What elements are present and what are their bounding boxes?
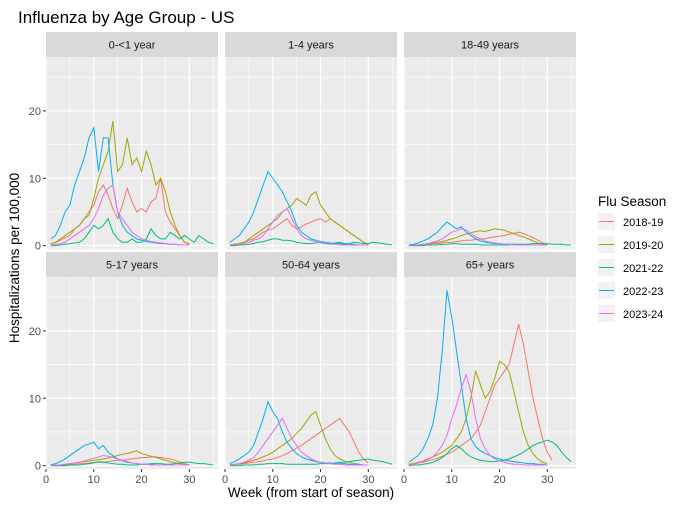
series-line-2018-19 [408,231,548,247]
y-tick-label: 20 [29,326,41,338]
series-line-2021-22 [229,238,393,247]
strip-label: 18-49 years [461,40,520,52]
series-line-2018-19 [408,324,553,465]
panel-1-4-years: 1-4 years [224,32,397,249]
legend-title: Flu Season [598,194,666,209]
series-line-2021-22 [50,217,214,247]
strip-background [46,252,218,277]
strip-background [404,252,576,277]
strip-label: 5-17 years [106,260,158,272]
panel-background [46,57,218,249]
strip-label: 50-64 years [282,260,341,272]
y-tick-label: 20 [29,106,41,118]
strip-label: 65+ years [466,260,515,272]
panel-18-49-years: 18-49 years [403,32,576,249]
x-tick-label: 0 [43,474,49,486]
legend-label: 2021-22 [623,263,663,275]
strip-label: 0-<1 year [109,40,156,52]
legend-item-2021-22: 2021-22 [598,259,663,276]
series-line-2023-24 [229,417,369,466]
chart-title: Influenza by Age Group - US [18,8,234,27]
strip-background [404,32,576,57]
x-tick-label: 10 [88,474,100,486]
x-tick-label: 20 [135,474,147,486]
y-axis-title: Hospitalizations per 100,000 [7,173,22,343]
series-line-2021-22 [50,461,214,467]
x-tick-label: 30 [541,474,553,486]
series-line-2021-22 [408,243,572,247]
x-tick-label: 30 [362,474,374,486]
facet-panels: 0-<1 year 0 10 20 1-4 years 18-49 years 5-17 y… [29,32,576,486]
series-line-2021-22 [408,439,572,467]
legend-label: 2022-23 [623,286,663,298]
panel-5-17-years: 5-17 years 0 10 20 0 10 20 30 [29,252,218,486]
series-line-2023-24 [408,373,548,466]
legend-item-2018-19: 2018-19 [598,213,663,230]
panel-background [225,57,397,249]
x-tick-label: 20 [314,474,326,486]
series-line-2021-22 [229,458,393,467]
series-line-2023-24 [408,228,548,247]
legend-label: 2023-24 [623,309,663,321]
legend-item-2019-20: 2019-20 [598,236,663,253]
legend-item-2023-24: 2023-24 [598,305,663,322]
x-tick-label: 0 [222,474,228,486]
legend-item-2022-23: 2022-23 [598,282,663,299]
x-tick-label: 0 [401,474,407,486]
panel-background [404,277,576,469]
series-line-2022-23 [229,170,369,246]
y-tick-label: 10 [29,393,41,405]
x-tick-label: 10 [446,474,458,486]
series-line-2019-20 [50,120,190,245]
strip-background [46,32,218,57]
series-line-2018-19 [229,417,369,466]
y-tick-label: 0 [35,461,41,473]
strip-background [225,252,397,277]
y-tick-label: 10 [29,173,41,185]
series-line-2019-20 [229,410,369,466]
legend-label: 2018-19 [623,217,663,229]
x-tick-label: 30 [183,474,195,486]
series-line-2023-24 [50,455,190,467]
series-line-2022-23 [408,290,548,466]
x-tick-label: 10 [267,474,279,486]
series-line-2022-23 [229,400,369,466]
series-line-2019-20 [229,190,369,246]
series-line-2023-24 [229,207,369,246]
panel-background [225,277,397,469]
legend-label: 2019-20 [623,240,663,252]
x-axis-title: Week (from start of season) [228,485,394,500]
panel-50-64-years: 50-64 years 0 10 20 30 [222,252,397,486]
legend-items: 2018-19 2019-20 2021-22 2022-23 2023-24 [598,213,663,322]
strip-background [225,32,397,57]
strip-label: 1-4 years [288,40,334,52]
panel-background [404,57,576,249]
panel-0-1-year: 0-<1 year 0 10 20 [29,32,218,253]
series-line-2023-24 [50,184,190,246]
y-tick-label: 0 [35,241,41,253]
series-line-2019-20 [408,228,548,247]
legend: Flu Season 2018-192019-202021-222022-232… [598,194,666,322]
panel-65-years: 65+ years 0 10 20 30 [401,252,576,486]
x-tick-label: 20 [493,474,505,486]
panel-background [46,277,218,469]
